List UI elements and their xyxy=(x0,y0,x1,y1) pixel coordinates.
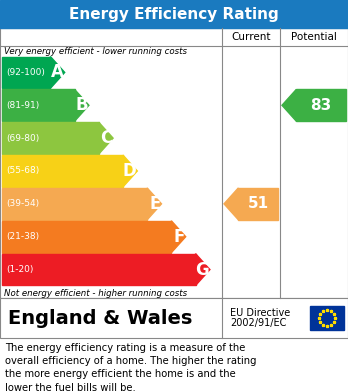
Bar xyxy=(0,298,348,338)
Text: E: E xyxy=(149,195,160,213)
Bar xyxy=(296,90,346,121)
Text: A: A xyxy=(51,63,64,81)
Text: B: B xyxy=(75,96,88,114)
Bar xyxy=(2,122,99,154)
Text: England & Wales: England & Wales xyxy=(8,308,192,328)
Polygon shape xyxy=(50,57,65,88)
Polygon shape xyxy=(196,254,210,285)
Polygon shape xyxy=(171,221,186,253)
Bar xyxy=(0,0,348,28)
Text: The energy efficiency rating is a measure of the
overall efficiency of a home. T: The energy efficiency rating is a measur… xyxy=(5,343,256,391)
Polygon shape xyxy=(99,122,113,154)
Text: (55-68): (55-68) xyxy=(6,167,39,176)
Text: Current: Current xyxy=(231,32,271,42)
Polygon shape xyxy=(74,90,89,121)
Bar xyxy=(2,188,147,220)
Bar xyxy=(2,155,123,187)
Bar xyxy=(310,306,344,330)
Bar xyxy=(0,28,348,298)
Polygon shape xyxy=(224,188,238,220)
Bar xyxy=(2,90,74,121)
Polygon shape xyxy=(123,155,137,187)
Text: 51: 51 xyxy=(248,196,269,212)
Text: (81-91): (81-91) xyxy=(6,101,39,110)
Bar xyxy=(2,221,171,253)
Text: C: C xyxy=(100,129,112,147)
Text: 2002/91/EC: 2002/91/EC xyxy=(230,318,286,328)
Bar xyxy=(2,57,50,88)
Text: F: F xyxy=(173,228,185,246)
Text: Very energy efficient - lower running costs: Very energy efficient - lower running co… xyxy=(4,47,187,57)
Text: (39-54): (39-54) xyxy=(6,199,39,208)
Text: (92-100): (92-100) xyxy=(6,68,45,77)
Polygon shape xyxy=(282,90,296,121)
Text: (1-20): (1-20) xyxy=(6,265,33,274)
Polygon shape xyxy=(147,188,161,220)
Text: 83: 83 xyxy=(310,98,332,113)
Text: Energy Efficiency Rating: Energy Efficiency Rating xyxy=(69,7,279,22)
Text: EU Directive: EU Directive xyxy=(230,308,290,318)
Text: Potential: Potential xyxy=(291,32,337,42)
Text: (21-38): (21-38) xyxy=(6,232,39,241)
Bar xyxy=(238,188,278,220)
Text: (69-80): (69-80) xyxy=(6,134,39,143)
Text: D: D xyxy=(122,162,136,180)
Text: G: G xyxy=(195,260,209,278)
Text: Not energy efficient - higher running costs: Not energy efficient - higher running co… xyxy=(4,289,187,298)
Bar xyxy=(2,254,196,285)
